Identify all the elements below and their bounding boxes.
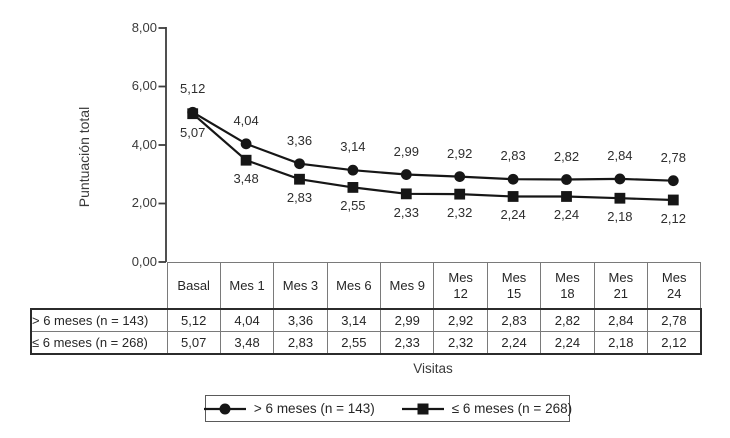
legend-item-le6: ≤ 6 meses (n = 268) <box>401 401 572 416</box>
square-series-marker-icon <box>401 403 444 414</box>
y-tick-label: 2,00 <box>131 195 157 210</box>
circle-series-marker-icon <box>203 403 246 414</box>
row-label: > 6 meses (n = 143) <box>30 308 168 332</box>
table-cell: 2,84 <box>593 308 649 332</box>
table-cell: 2,99 <box>380 308 435 332</box>
table-header-row: Basal Mes 1 Mes 3 Mes 6 Mes 9 Mes 12 Mes… <box>31 262 702 310</box>
data-label: 3,14 <box>340 139 366 155</box>
table-cell: 2,18 <box>593 331 649 355</box>
data-label: 2,18 <box>607 209 633 225</box>
table-cell: 5,07 <box>166 331 221 355</box>
data-label: 2,84 <box>607 147 633 163</box>
table-cell: 2,82 <box>540 308 595 332</box>
data-label: 2,24 <box>500 207 526 223</box>
data-label: 2,32 <box>447 205 473 221</box>
table-cell: 2,83 <box>486 308 542 332</box>
table-cell: 2,55 <box>326 331 382 355</box>
data-label: 2,99 <box>393 143 419 159</box>
table-cell: 2,78 <box>647 308 702 332</box>
table-corner-cell <box>31 263 167 310</box>
table-cell: 3,36 <box>273 308 328 332</box>
table-cell: 2,92 <box>433 308 488 332</box>
col-header: Mes 21 <box>593 262 649 310</box>
col-header: Mes 15 <box>486 262 542 310</box>
data-label: 2,33 <box>393 204 419 220</box>
data-label: 4,04 <box>233 112 259 128</box>
col-header: Mes 12 <box>433 262 488 310</box>
data-label: 2,12 <box>660 210 686 226</box>
x-axis-title: Visitas <box>413 361 453 376</box>
col-header: Mes 9 <box>380 262 435 310</box>
table-row: ≤ 6 meses (n = 268) 5,07 3,48 2,83 2,55 … <box>30 331 702 355</box>
data-label: 2,92 <box>447 145 473 161</box>
col-header: Mes 24 <box>647 262 702 310</box>
col-header: Basal <box>166 262 221 310</box>
table-cell: 2,33 <box>380 331 435 355</box>
legend-label: ≤ 6 meses (n = 268) <box>451 401 573 416</box>
legend-item-gt6: > 6 meses (n = 143) <box>203 401 375 416</box>
table-cell: 2,83 <box>273 331 328 355</box>
chart-legend: > 6 meses (n = 143) ≤ 6 meses (n = 268) <box>203 395 572 422</box>
table-cell: 5,12 <box>166 308 221 332</box>
table-cell: 2,24 <box>486 331 542 355</box>
y-tick-label: 8,00 <box>131 20 157 35</box>
y-tick-label: 6,00 <box>131 78 157 93</box>
data-label: 5,07 <box>180 124 206 140</box>
col-header: Mes 3 <box>273 262 328 310</box>
data-label: 2,78 <box>660 149 686 165</box>
table-cell: 2,24 <box>540 331 595 355</box>
legend-label: > 6 meses (n = 143) <box>253 401 375 416</box>
table-cell: 3,14 <box>326 308 382 332</box>
table-cell: 4,04 <box>219 308 275 332</box>
row-label: ≤ 6 meses (n = 268) <box>30 331 168 355</box>
table-cell: 2,32 <box>433 331 488 355</box>
data-table: Basal Mes 1 Mes 3 Mes 6 Mes 9 Mes 12 Mes… <box>30 262 702 355</box>
table-cell: 2,12 <box>647 331 702 355</box>
data-label: 5,12 <box>180 81 206 97</box>
col-header: Mes 1 <box>219 262 275 310</box>
data-label: 3,48 <box>233 171 259 187</box>
y-tick-label: 0,00 <box>131 254 157 269</box>
table-cell: 3,48 <box>219 331 275 355</box>
data-label: 2,24 <box>553 207 580 223</box>
col-header: Mes 6 <box>326 262 382 310</box>
col-header: Mes 18 <box>540 262 595 310</box>
y-tick-label: 4,00 <box>131 137 157 152</box>
data-label: 2,55 <box>340 198 366 214</box>
data-label: 2,83 <box>286 190 313 206</box>
table-row: > 6 meses (n = 143) 5,12 4,04 3,36 3,14 … <box>30 308 702 332</box>
data-label: 2,82 <box>553 148 580 164</box>
data-label: 3,36 <box>286 132 313 148</box>
data-label: 2,83 <box>500 148 526 164</box>
